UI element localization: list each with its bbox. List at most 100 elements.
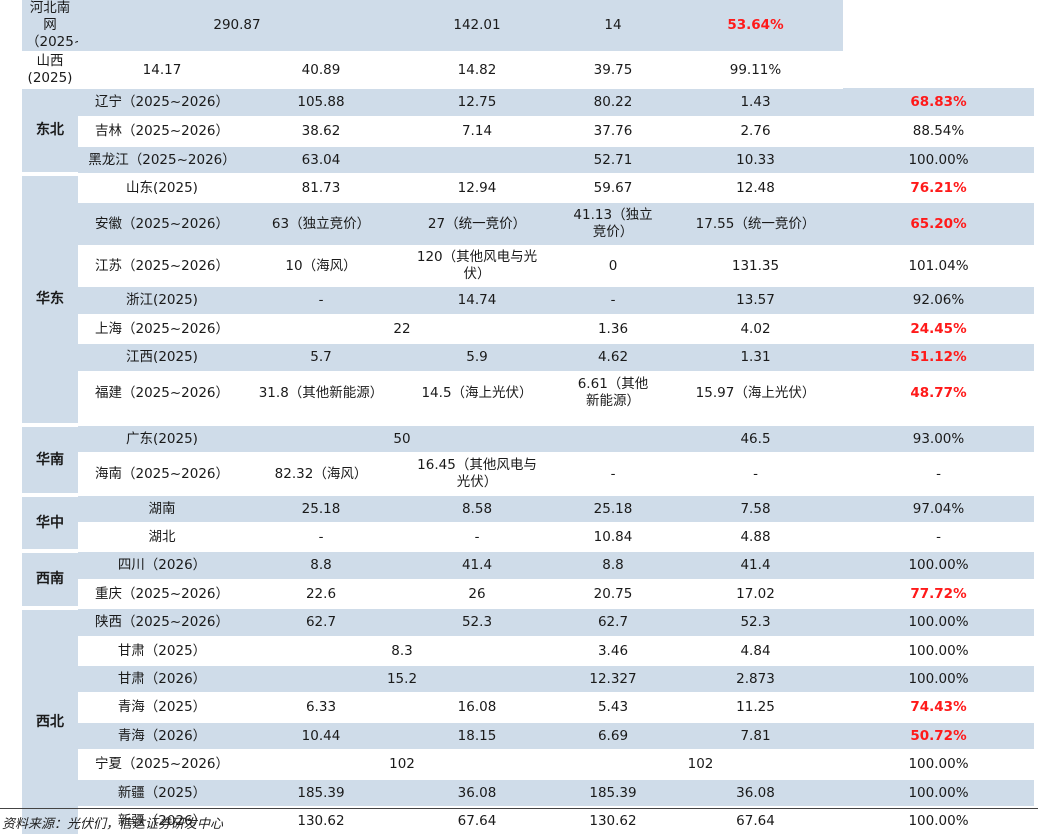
value-cell: 52.3	[668, 608, 843, 638]
value-cell: 12.75	[396, 88, 558, 118]
ratio-cell: 100.00%	[843, 807, 1034, 837]
value-cell: 12.327	[558, 665, 668, 694]
value-cell: 52.3	[396, 608, 558, 638]
province-cell: 陕西（2025~2026）	[78, 608, 246, 638]
value-cell: 10（海风）	[246, 246, 396, 287]
value-cell: -	[246, 286, 396, 316]
table-row: 华东 山东(2025) 81.73 12.94 59.67 12.48 76.21%	[22, 174, 1034, 427]
value-cell: 11.25	[668, 693, 843, 723]
province-cell: 福建（2025~2026）	[78, 372, 246, 415]
value-cell	[396, 414, 558, 426]
table-row: 吉林（2025~2026） 38.62 7.14 37.76 2.76 88.54%	[22, 117, 1034, 147]
province-cell: 上海（2025~2026）	[78, 315, 246, 344]
value-cell: 105.88	[246, 88, 396, 118]
value-cell: 22	[246, 315, 558, 344]
province-cell: 新疆（2025）	[78, 779, 246, 808]
value-cell: 102	[558, 750, 843, 780]
province-cell: 辽宁（2025~2026）	[78, 88, 246, 118]
value-cell: -	[246, 523, 396, 552]
value-cell: 50	[246, 425, 558, 454]
value-cell: 1.31	[668, 343, 843, 373]
region-cell: 东北	[22, 88, 78, 176]
value-cell: 31.8（其他新能源）	[246, 372, 396, 415]
province-cell: 安徽（2025~2026）	[78, 202, 246, 247]
table-row: 青海（2025） 6.33 16.08 5.43 11.25 74.43%	[22, 693, 1034, 723]
value-cell: 22.6	[246, 580, 396, 609]
ratio-cell: 99.11%	[668, 52, 843, 89]
data-table: 河北南网（2025~2026）290.87142.011453.64%山西(20…	[22, 0, 1034, 838]
ratio-cell: 97.04%	[843, 495, 1034, 524]
value-cell: 4.88	[668, 523, 843, 552]
ratio-cell: 88.54%	[843, 117, 1034, 147]
province-cell: 河北南网（2025~2026）	[22, 0, 78, 53]
value-cell: 130.62	[558, 807, 668, 837]
value-cell: 81.73	[246, 174, 396, 203]
value-cell: -	[558, 286, 668, 316]
ratio-cell: 100.00%	[843, 750, 1034, 780]
value-cell: 4.62	[558, 343, 668, 373]
table-row: 江西(2025) 5.7 5.9 4.62 1.31 51.12%	[22, 343, 1034, 373]
province-cell: 湖北	[78, 523, 246, 552]
table-row: 甘肃（2025） 8.3 3.46 4.84 100.00%	[22, 637, 1034, 666]
value-cell: 14.17	[78, 52, 246, 89]
value-cell: 2.873	[668, 665, 843, 694]
table-row: 福建（2025~2026） 31.8（其他新能源） 14.5（海上光伏） 6.61（其…	[22, 372, 1034, 415]
value-cell: 6.69	[558, 722, 668, 751]
region-cell: 华中	[22, 495, 78, 553]
value-cell: 20.75	[558, 580, 668, 609]
value-cell: 8.8	[246, 551, 396, 581]
province-cell	[78, 414, 246, 426]
value-cell: -	[396, 523, 558, 552]
value-cell: 6.33	[246, 693, 396, 723]
ratio-cell: 65.20%	[843, 202, 1034, 247]
ratio-cell: 53.64%	[668, 0, 843, 53]
value-cell: 4.02	[668, 315, 843, 344]
value-cell: 1.43	[668, 88, 843, 118]
value-cell: 8.58	[396, 495, 558, 524]
value-cell: 14	[558, 0, 668, 53]
value-cell: 7.58	[668, 495, 843, 524]
value-cell: 10.84	[558, 523, 668, 552]
value-cell: 102	[246, 750, 558, 780]
value-cell: 63.04	[246, 146, 396, 175]
value-cell	[558, 425, 668, 454]
value-cell: 12.48	[668, 174, 843, 203]
value-cell: 16.08	[396, 693, 558, 723]
value-cell: 38.62	[246, 117, 396, 147]
table-row: 西北 陕西（2025~2026） 62.7 52.3 62.7 52.3 100.00%	[22, 608, 1034, 838]
province-cell: 宁夏（2025~2026）	[78, 750, 246, 780]
ratio-cell: 100.00%	[843, 665, 1034, 694]
province-cell: 黑龙江（2025~2026）	[78, 146, 246, 175]
province-cell: 山西(2025)	[22, 52, 78, 89]
value-cell: 131.35	[668, 246, 843, 287]
value-cell: 15.2	[246, 665, 558, 694]
province-cell: 新疆（2026）	[78, 807, 246, 837]
ratio-cell: 92.06%	[843, 286, 1034, 316]
value-cell: 26	[396, 580, 558, 609]
value-cell: 25.18	[558, 495, 668, 524]
ratio-cell	[843, 414, 1034, 426]
table-row: 西南 四川（2026） 8.8 41.4 8.8 41.4 100.00%	[22, 551, 1034, 610]
ratio-cell: 48.77%	[843, 372, 1034, 415]
ratio-cell: 74.43%	[843, 693, 1034, 723]
region-cell: 西南	[22, 551, 78, 610]
value-cell: -	[668, 453, 843, 496]
value-cell: 41.4	[668, 551, 843, 581]
value-cell: 8.3	[246, 637, 558, 666]
value-cell: 46.5	[668, 425, 843, 454]
table-row: 甘肃（2026） 15.2 12.327 2.873 100.00%	[22, 665, 1034, 694]
ratio-cell: 51.12%	[843, 343, 1034, 373]
value-cell: 41.13（独立 竞价）	[558, 202, 668, 247]
value-cell: 13.57	[668, 286, 843, 316]
value-cell: 17.55（统一竞价）	[668, 202, 843, 247]
value-cell: 25.18	[246, 495, 396, 524]
table-row: 江苏（2025~2026） 10（海风） 120（其他风电与光 伏） 0 131.35 10…	[22, 246, 1034, 287]
value-cell: 37.76	[558, 117, 668, 147]
value-cell: 142.01	[396, 0, 558, 53]
table-body: 河北南网（2025~2026）290.87142.011453.64%山西(20…	[22, 0, 1034, 838]
table-row: 新疆（2025） 185.39 36.08 185.39 36.08 100.00%	[22, 779, 1034, 808]
province-cell: 广东(2025)	[78, 425, 246, 454]
province-cell: 甘肃（2025）	[78, 637, 246, 666]
province-cell: 青海（2025）	[78, 693, 246, 723]
table-row: 上海（2025~2026） 22 1.36 4.02 24.45%	[22, 315, 1034, 344]
